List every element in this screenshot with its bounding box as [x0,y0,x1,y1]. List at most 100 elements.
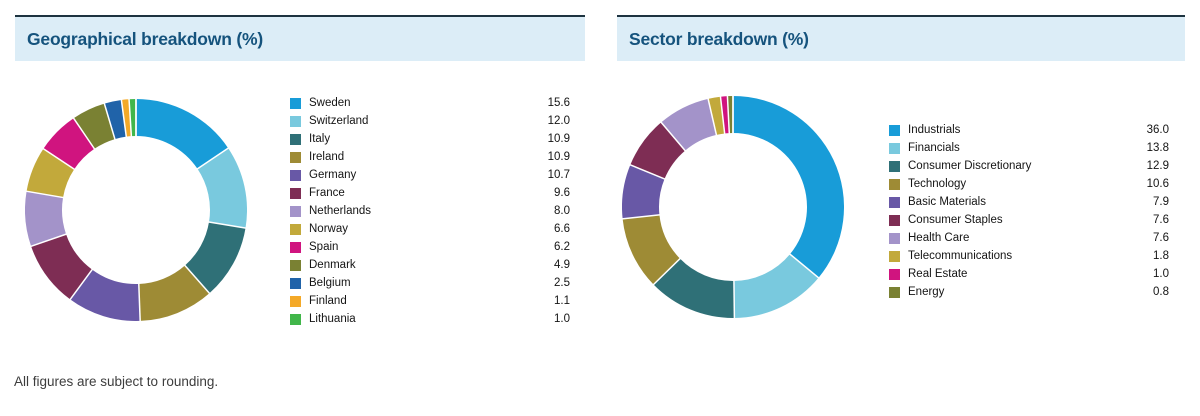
legend-swatch [889,250,900,262]
legend-value: 10.9 [547,133,570,145]
legend-item-real-estate: Real Estate 1.0 [889,265,1169,283]
donut-slice-sweden [136,99,229,169]
legend-item-technology: Technology 10.6 [889,175,1169,193]
slice-separator [103,102,116,141]
donut-slice-financials [733,254,819,318]
legend-label: Switzerland [309,115,369,127]
legend-label: Netherlands [309,205,372,217]
legend-item-switzerland: Switzerland 12.0 [290,112,570,130]
donut-slice-netherlands [25,191,67,247]
geographical-legend: Sweden 15.6 Switzerland 12.0 Italy 10.9 Irelan… [290,94,570,328]
legend-swatch [290,259,301,271]
slice-separator [629,163,666,180]
slice-separator [72,117,96,151]
legend-swatch [889,160,900,172]
legend-swatch [290,313,301,325]
donut-slice-real-estate [720,96,730,134]
donut-slice-switzerland [197,148,247,229]
slice-separator [138,282,141,321]
geographical-breakdown-panel: Geographical breakdown (%) Sweden 15.6 Swi… [15,15,585,325]
legend-label: Basic Materials [908,196,986,208]
legend-value: 10.9 [547,151,570,163]
legend-item-finland: Finland 1.1 [290,292,570,310]
legend-label: Norway [309,223,348,235]
sector-breakdown-panel: Sector breakdown (%) Industrials 36.0 Fina… [617,15,1185,318]
legend-value: 1.1 [554,295,570,307]
donut-slice-technology [622,214,681,285]
legend-label: Telecommunications [908,250,1013,262]
legend-item-health-care: Health Care 7.6 [889,229,1169,247]
legend-value: 8.0 [554,205,570,217]
legend-label: France [309,187,345,199]
legend-item-sweden: Sweden 15.6 [290,94,570,112]
slice-separator [622,214,661,220]
legend-item-energy: Energy 0.8 [889,283,1169,301]
donut-slice-italy [184,222,246,294]
slice-separator [120,99,128,138]
panel-top-rule [617,15,1185,17]
legend-item-basic-materials: Basic Materials 7.9 [889,193,1169,211]
legend-item-italy: Italy 10.9 [290,130,570,148]
donut-slice-denmark [73,103,115,149]
slice-separator [128,99,133,138]
legend-value: 6.6 [554,223,570,235]
legend-value: 7.6 [1153,214,1169,226]
legend-value: 4.9 [554,259,570,271]
donut-slice-consumer-discretionary [653,258,735,318]
legend-value: 0.8 [1153,286,1169,298]
legend-label: Denmark [309,259,356,271]
sector-donut-chart [622,96,844,318]
legend-swatch [290,97,301,109]
slice-separator [196,147,230,170]
legend-swatch [889,178,900,190]
legend-label: Consumer Discretionary [908,160,1032,172]
legend-item-telecommunications: Telecommunications 1.8 [889,247,1169,265]
legend-value: 2.5 [554,277,570,289]
geographical-donut-chart [25,99,247,321]
legend-item-france: France 9.6 [290,184,570,202]
panel-header: Geographical breakdown (%) [15,17,585,61]
legend-swatch [290,151,301,163]
legend-value: 1.8 [1153,250,1169,262]
legend-swatch [889,286,900,298]
legend-swatch [889,214,900,226]
slice-separator [25,190,65,199]
legend-label: Finland [309,295,347,307]
legend-swatch [290,205,301,217]
donut-slice-basic-materials [622,164,665,219]
donut-slice-germany [70,269,141,321]
legend-item-consumer-staples: Consumer Staples 7.6 [889,211,1169,229]
legend-value: 36.0 [1146,124,1169,136]
donut-slice-france [31,234,93,300]
legend-value: 13.8 [1146,142,1169,154]
donut-slice-norway [26,148,75,198]
legend-swatch [290,133,301,145]
sector-legend: Industrials 36.0 Financials 13.8 Consumer Di… [889,121,1169,301]
legend-swatch [290,223,301,235]
rounding-footnote: All figures are subject to rounding. [14,374,219,389]
donut-slice-finland [121,99,132,137]
legend-item-norway: Norway 6.6 [290,220,570,238]
legend-item-spain: Spain 6.2 [290,238,570,256]
legend-label: Italy [309,133,331,145]
panel-header: Sector breakdown (%) [617,17,1185,61]
legend-label: Consumer Staples [908,214,1003,226]
legend-item-financials: Financials 13.8 [889,139,1169,157]
legend-value: 7.6 [1153,232,1169,244]
donut-slice-ireland [138,265,210,321]
legend-item-ireland: Ireland 10.9 [290,148,570,166]
legend-label: Industrials [908,124,961,136]
slice-separator [726,96,731,135]
donut-slice-telecommunications [708,96,725,135]
legend-swatch [290,169,301,181]
legend-value: 1.0 [1153,268,1169,280]
legend-label: Germany [309,169,357,181]
legend-swatch [290,241,301,253]
legend-label: Spain [309,241,339,253]
legend-label: Ireland [309,151,345,163]
slice-separator [788,252,820,279]
legend-swatch [889,124,900,136]
legend-label: Belgium [309,277,351,289]
legend-item-consumer-discretionary: Consumer Discretionary 12.9 [889,157,1169,175]
legend-value: 6.2 [554,241,570,253]
